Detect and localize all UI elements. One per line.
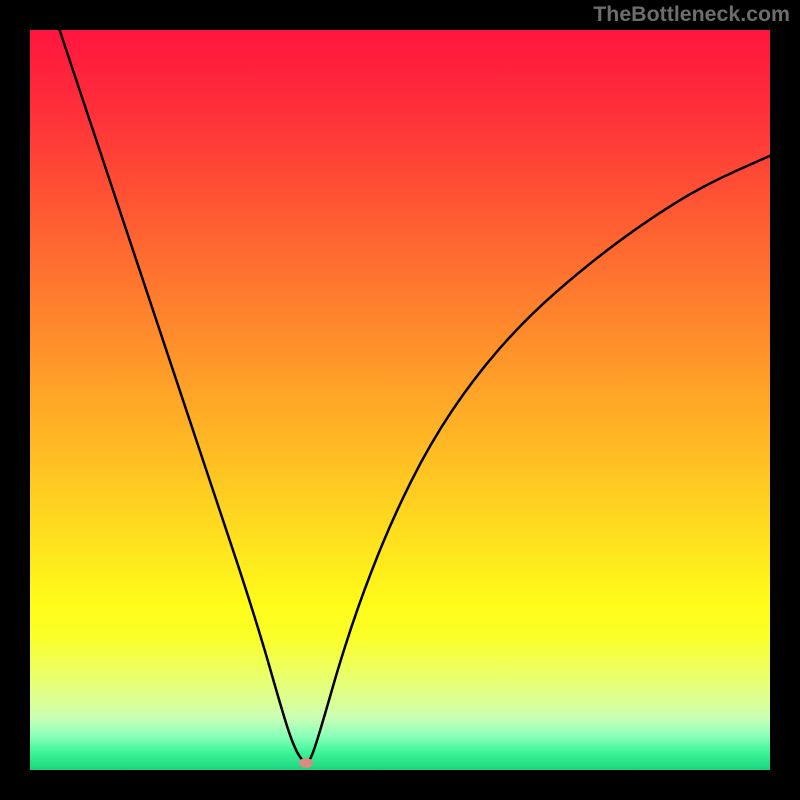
plot-area xyxy=(30,30,770,770)
chart-frame: TheBottleneck.com xyxy=(0,0,800,800)
bottleneck-curve xyxy=(30,30,770,770)
optimum-marker xyxy=(299,758,313,768)
curve-path xyxy=(60,30,770,762)
watermark-label: TheBottleneck.com xyxy=(593,2,790,27)
